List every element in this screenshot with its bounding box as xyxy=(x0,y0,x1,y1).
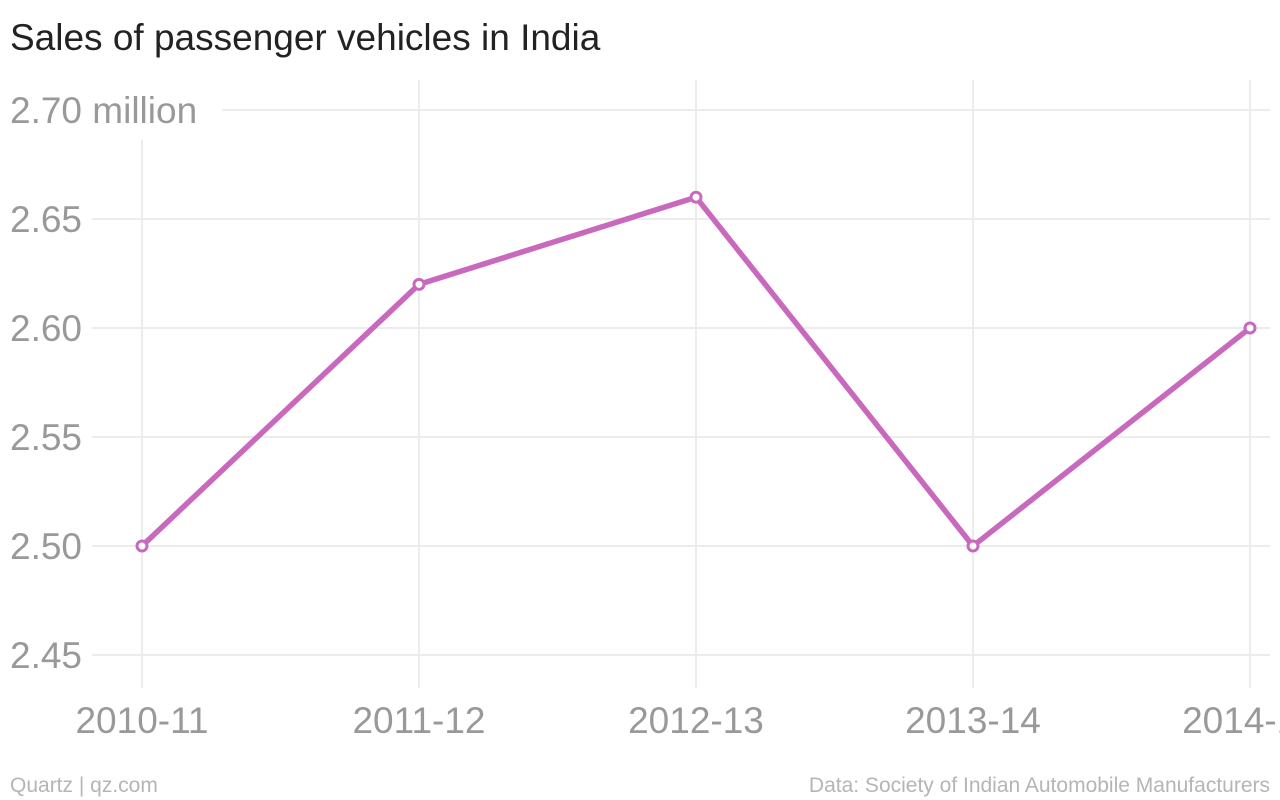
data-point xyxy=(689,190,703,204)
x-tick-label: 2013-14 xyxy=(905,700,1041,741)
y-tick-label: 2.65 xyxy=(10,199,82,240)
data-points xyxy=(135,190,1257,553)
data-point xyxy=(412,277,426,291)
y-tick-label: 2.70 million xyxy=(10,90,197,131)
vertical-gridlines xyxy=(141,80,1251,688)
x-tick-label: 2011-12 xyxy=(352,700,485,741)
y-tick-label: 2.50 xyxy=(10,526,82,567)
y-tick-label: 2.60 xyxy=(10,308,82,349)
x-axis-tick-labels: 2010-11 2011-12 2012-13 2013-14 2014-15 xyxy=(75,700,1280,741)
horizontal-gridlines xyxy=(92,109,1270,656)
y-tick-label: 2.45 xyxy=(10,635,82,676)
chart-title: Sales of passenger vehicles in India xyxy=(10,17,601,58)
data-point xyxy=(966,539,980,553)
data-point xyxy=(1243,321,1257,335)
data-point xyxy=(135,539,149,553)
y-tick-label: 2.55 xyxy=(10,417,82,458)
footer-source-right: Data: Society of Indian Automobile Manuf… xyxy=(809,774,1270,797)
x-tick-label: 2012-13 xyxy=(628,700,764,741)
x-tick-label: 2010-11 xyxy=(75,700,208,741)
x-tick-label: 2014-15 xyxy=(1182,700,1280,741)
footer-source-left: Quartz | qz.com xyxy=(10,774,158,797)
y-axis-tick-labels: 2.70 million 2.65 2.60 2.55 2.50 2.45 xyxy=(10,90,197,676)
